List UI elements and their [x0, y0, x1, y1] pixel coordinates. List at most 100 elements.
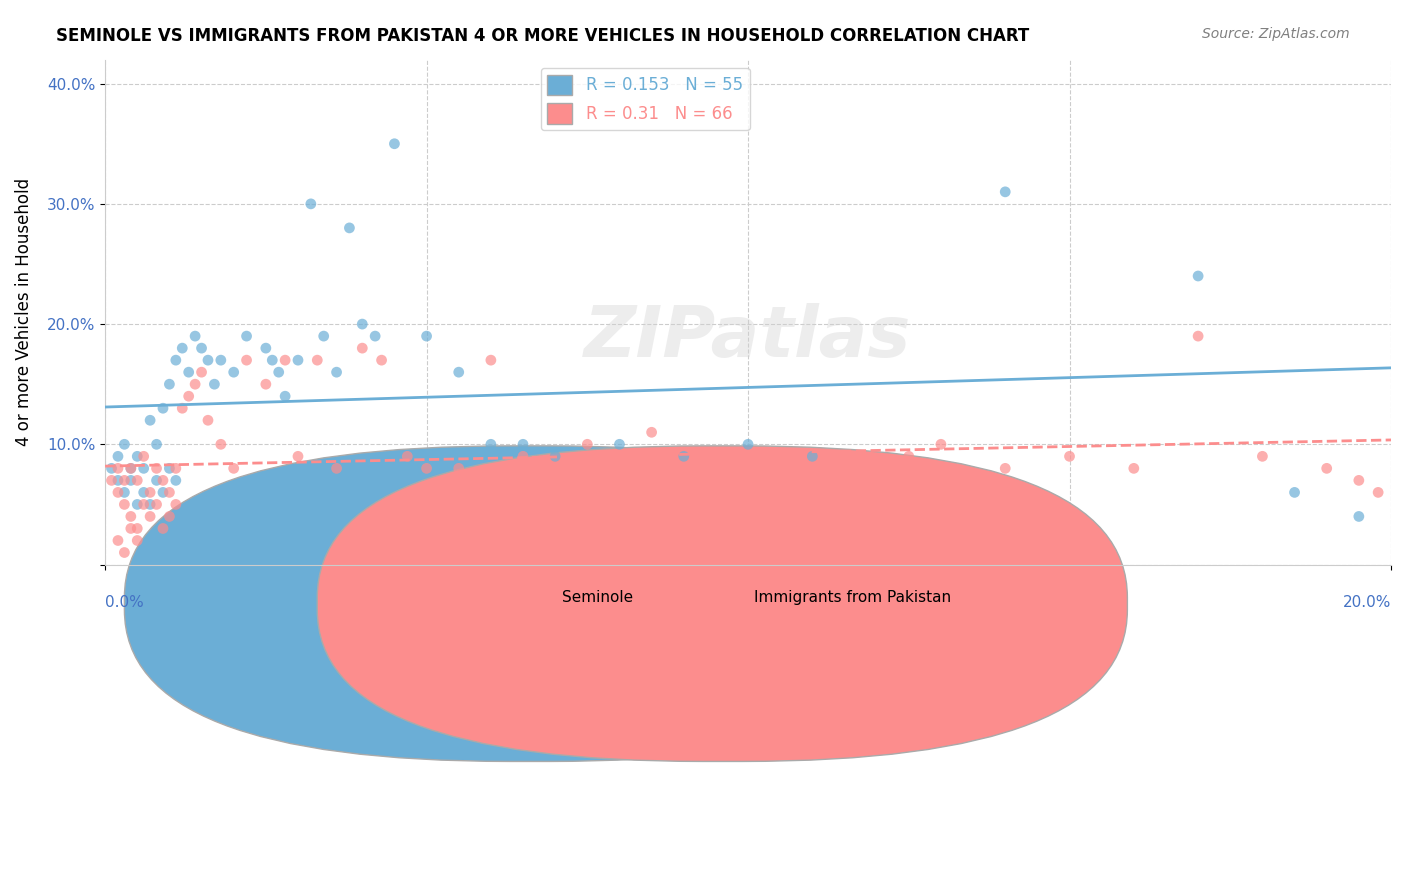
- Point: [370, 353, 392, 368]
- Point: [866, 461, 889, 475]
- Point: [120, 521, 142, 535]
- Point: [544, 450, 567, 464]
- Point: [447, 461, 470, 475]
- Point: [145, 437, 167, 451]
- Point: [1251, 450, 1274, 464]
- Point: [352, 341, 374, 355]
- Point: [112, 437, 135, 451]
- Point: [307, 353, 329, 368]
- Point: [190, 341, 212, 355]
- Point: [152, 401, 174, 416]
- Point: [1367, 485, 1389, 500]
- Point: [769, 450, 792, 464]
- Point: [929, 437, 952, 451]
- Point: [447, 365, 470, 379]
- Point: [312, 329, 335, 343]
- Point: [994, 461, 1017, 475]
- Point: [152, 474, 174, 488]
- Text: Seminole: Seminole: [561, 590, 633, 605]
- Point: [165, 353, 187, 368]
- Point: [325, 461, 347, 475]
- Point: [287, 450, 309, 464]
- Point: [737, 437, 759, 451]
- Point: [235, 329, 257, 343]
- Point: [127, 497, 149, 511]
- Point: [107, 461, 129, 475]
- Point: [152, 521, 174, 535]
- Point: [352, 317, 374, 331]
- Point: [139, 497, 162, 511]
- Point: [112, 545, 135, 559]
- Point: [384, 136, 406, 151]
- FancyBboxPatch shape: [124, 446, 935, 762]
- Point: [512, 437, 534, 451]
- Point: [172, 401, 194, 416]
- Point: [127, 521, 149, 535]
- Text: SEMINOLE VS IMMIGRANTS FROM PAKISTAN 4 OR MORE VEHICLES IN HOUSEHOLD CORRELATION: SEMINOLE VS IMMIGRANTS FROM PAKISTAN 4 O…: [56, 27, 1029, 45]
- Point: [165, 474, 187, 488]
- Point: [112, 485, 135, 500]
- Point: [1347, 474, 1369, 488]
- Point: [184, 377, 207, 392]
- Point: [107, 533, 129, 548]
- Point: [274, 353, 297, 368]
- Point: [1187, 329, 1209, 343]
- Y-axis label: 4 or more Vehicles in Household: 4 or more Vehicles in Household: [15, 178, 32, 446]
- Point: [120, 474, 142, 488]
- Text: ZIPatlas: ZIPatlas: [585, 302, 911, 372]
- Point: [139, 509, 162, 524]
- Point: [287, 353, 309, 368]
- Point: [190, 365, 212, 379]
- Point: [254, 341, 277, 355]
- Point: [157, 509, 180, 524]
- Point: [139, 413, 162, 427]
- Point: [1284, 485, 1306, 500]
- Point: [127, 474, 149, 488]
- Point: [112, 497, 135, 511]
- Point: [299, 197, 322, 211]
- Point: [157, 485, 180, 500]
- Point: [157, 461, 180, 475]
- Point: [165, 461, 187, 475]
- Point: [801, 450, 824, 464]
- Point: [107, 450, 129, 464]
- Point: [737, 461, 759, 475]
- Point: [222, 365, 245, 379]
- Text: Immigrants from Pakistan: Immigrants from Pakistan: [755, 590, 952, 605]
- Point: [132, 497, 155, 511]
- Point: [177, 365, 200, 379]
- Point: [145, 497, 167, 511]
- Point: [202, 377, 225, 392]
- Point: [415, 329, 437, 343]
- Point: [544, 461, 567, 475]
- Point: [197, 353, 219, 368]
- Point: [145, 461, 167, 475]
- Point: [274, 389, 297, 403]
- Point: [120, 461, 142, 475]
- Point: [897, 450, 920, 464]
- Point: [120, 461, 142, 475]
- Legend: R = 0.153   N = 55, R = 0.31   N = 66: R = 0.153 N = 55, R = 0.31 N = 66: [541, 68, 749, 130]
- Point: [1122, 461, 1144, 475]
- Point: [415, 461, 437, 475]
- Point: [235, 353, 257, 368]
- Point: [165, 497, 187, 511]
- Point: [576, 437, 599, 451]
- Point: [262, 353, 284, 368]
- Point: [139, 485, 162, 500]
- Point: [834, 474, 856, 488]
- Point: [222, 461, 245, 475]
- Point: [1187, 268, 1209, 283]
- Text: Source: ZipAtlas.com: Source: ZipAtlas.com: [1202, 27, 1350, 41]
- Point: [512, 450, 534, 464]
- Point: [479, 353, 502, 368]
- Point: [100, 474, 122, 488]
- Point: [672, 461, 695, 475]
- Point: [609, 437, 631, 451]
- Point: [132, 485, 155, 500]
- Point: [1316, 461, 1339, 475]
- Point: [127, 533, 149, 548]
- Point: [339, 221, 361, 235]
- Point: [364, 329, 387, 343]
- Point: [1059, 450, 1081, 464]
